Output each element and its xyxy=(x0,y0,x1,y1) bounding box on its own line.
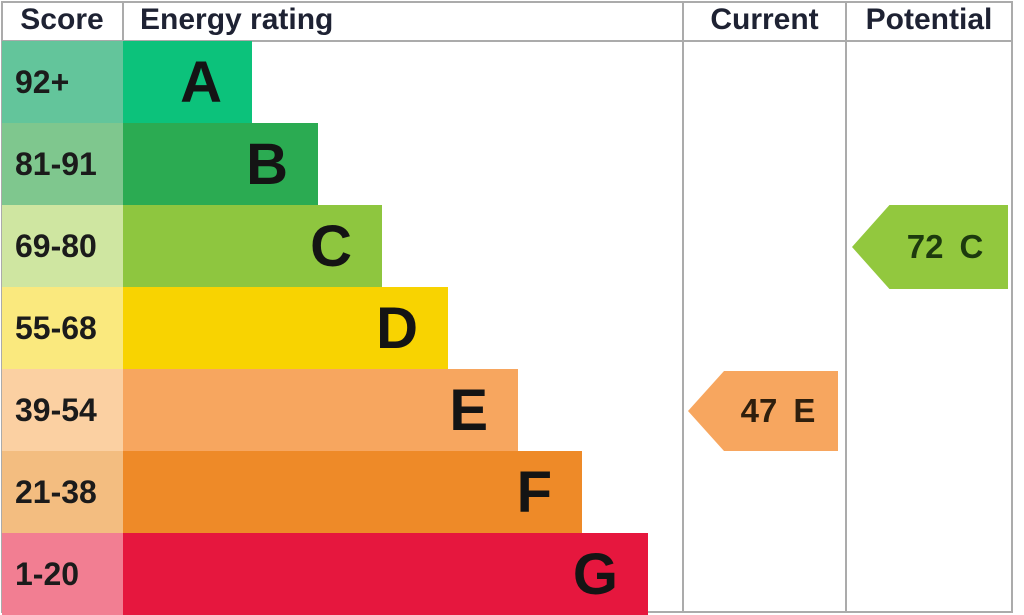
rating-row-g: 1-20 G xyxy=(2,533,1012,615)
potential-column-divider xyxy=(845,1,847,613)
current-score-value: 47 xyxy=(740,392,778,429)
potential-rating-letter: C xyxy=(959,228,984,265)
score-range-label-a: 92+ xyxy=(2,41,123,123)
header-potential: Potential xyxy=(865,3,993,36)
rating-row-b: 81-91 B xyxy=(2,123,1012,205)
score-range-label-d: 55-68 xyxy=(2,287,123,369)
rating-bar-e: E xyxy=(123,369,518,451)
score-range-label-f: 21-38 xyxy=(2,451,123,533)
rating-row-c: 69-80 C xyxy=(2,205,1012,287)
header-current: Current xyxy=(710,3,819,36)
header-energy-rating: Energy rating xyxy=(140,3,334,36)
score-column-divider xyxy=(122,1,124,41)
rating-bar-a: A xyxy=(123,41,252,123)
current-arrow: 47 E xyxy=(688,371,838,451)
score-range-label-b: 81-91 xyxy=(2,123,123,205)
current-column-divider xyxy=(682,1,684,613)
header-score: Score xyxy=(20,3,104,36)
score-range-label-e: 39-54 xyxy=(2,369,123,451)
potential-score-value: 72 xyxy=(906,228,944,265)
score-range-label-g: 1-20 xyxy=(2,533,123,615)
rating-row-f: 21-38 F xyxy=(2,451,1012,533)
rating-row-d: 55-68 D xyxy=(2,287,1012,369)
current-rating-letter: E xyxy=(793,392,816,429)
rating-bar-f: F xyxy=(123,451,582,533)
rating-bar-b: B xyxy=(123,123,318,205)
rating-row-e: 39-54 E xyxy=(2,369,1012,451)
rating-bar-g: G xyxy=(123,533,648,615)
score-range-label-c: 69-80 xyxy=(2,205,123,287)
rating-row-a: 92+ A xyxy=(2,41,1012,123)
rating-bar-d: D xyxy=(123,287,448,369)
header-divider xyxy=(1,40,1013,42)
rating-bar-c: C xyxy=(123,205,382,287)
potential-arrow: 72 C xyxy=(852,205,1008,289)
